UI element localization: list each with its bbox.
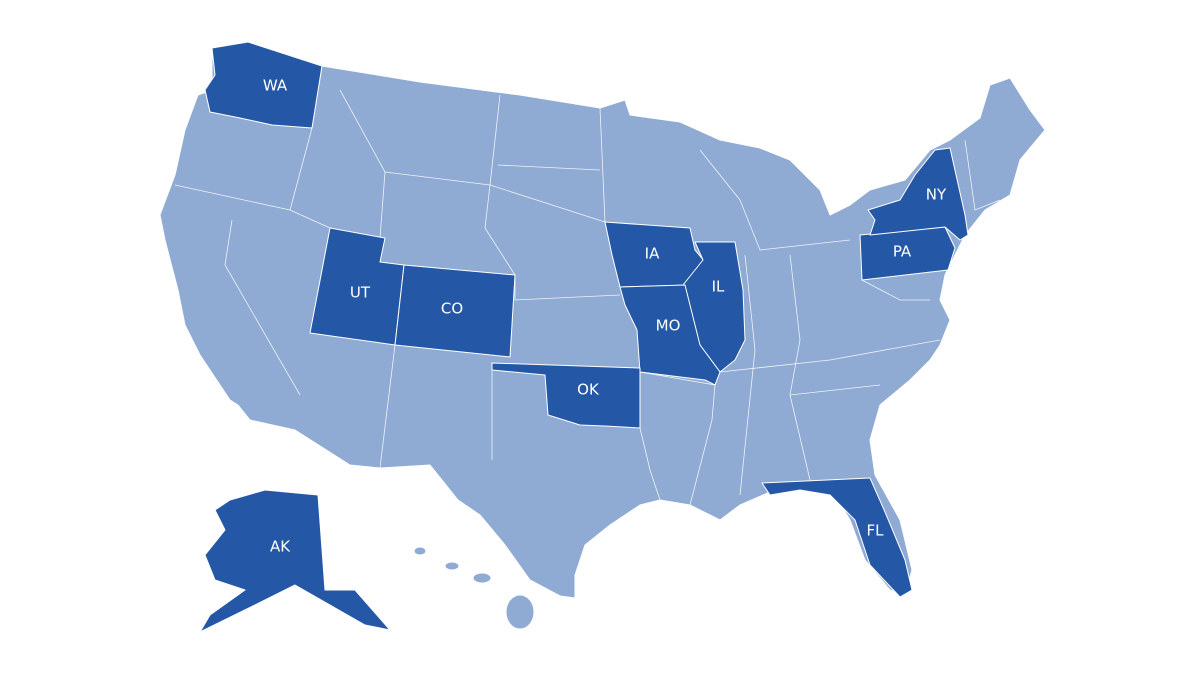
state-border — [639, 371, 716, 506]
state-label: IA — [645, 245, 660, 263]
state-border — [339, 89, 386, 239]
state-ny — [867, 147, 969, 241]
state-border — [224, 219, 301, 396]
hawaii-island — [505, 594, 535, 630]
state-border — [964, 139, 1001, 211]
state-label: IL — [712, 278, 725, 296]
state-border — [599, 107, 606, 223]
state-border — [484, 94, 621, 301]
state-label: AK — [270, 538, 291, 556]
state-label: CO — [441, 300, 463, 318]
state-border — [789, 384, 881, 396]
state-ak — [199, 489, 391, 633]
hawaii-island — [413, 546, 427, 556]
state-co — [394, 264, 516, 358]
state-border — [639, 427, 661, 501]
state-label: MO — [656, 317, 681, 335]
state-fl — [761, 477, 913, 598]
state-border — [789, 254, 811, 481]
hawaii-island — [472, 572, 492, 584]
highlighted-states — [199, 41, 969, 633]
state-ok — [491, 362, 641, 429]
state-label: FL — [867, 522, 885, 540]
state-label: WA — [263, 77, 288, 95]
base-map — [159, 41, 1046, 630]
state-mo — [619, 284, 721, 386]
state-border — [861, 279, 930, 301]
state-border — [719, 339, 941, 373]
state-label: NY — [926, 186, 947, 204]
state-label: UT — [350, 284, 371, 302]
state-border — [174, 184, 291, 211]
state-label: OK — [577, 381, 600, 399]
state-border — [739, 254, 756, 496]
state-label: PA — [893, 243, 912, 261]
state-labels: WA UT CO IA IL MO OK PA NY FL AK — [263, 77, 947, 556]
state-border — [379, 344, 396, 469]
state-border — [497, 164, 601, 171]
state-wa — [204, 41, 323, 129]
state-border — [699, 149, 851, 251]
hawaii-island — [444, 561, 460, 571]
